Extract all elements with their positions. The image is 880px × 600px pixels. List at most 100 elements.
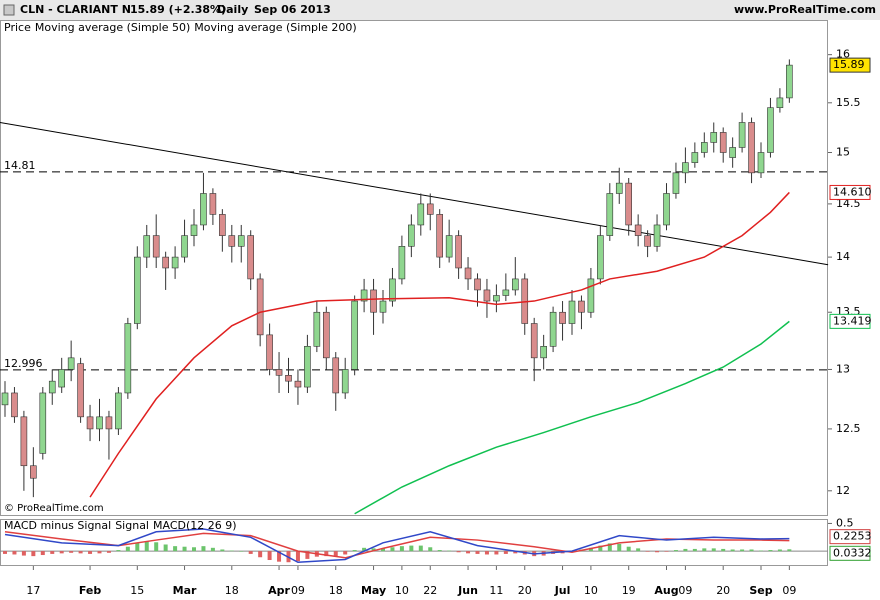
candle-body xyxy=(266,334,273,370)
candle-body xyxy=(67,357,75,370)
candle-body xyxy=(275,369,283,376)
histogram-bar xyxy=(3,551,7,554)
candle-body xyxy=(748,122,755,174)
histogram-value: 0.0332 xyxy=(833,546,872,559)
histogram-bar xyxy=(617,543,622,552)
candle-body xyxy=(738,122,746,148)
candle-body xyxy=(294,380,302,388)
candle-body xyxy=(408,224,415,247)
candle-body xyxy=(559,311,566,324)
candle-body xyxy=(776,97,784,108)
candle-body xyxy=(256,278,264,336)
candle-body xyxy=(786,64,793,99)
ma-value: 14.610 xyxy=(833,185,872,198)
candle-body xyxy=(540,346,547,359)
candle-body xyxy=(587,278,595,313)
candle-body xyxy=(332,357,340,394)
histogram-bar xyxy=(173,546,178,552)
candle-body xyxy=(134,256,141,324)
histogram-bar xyxy=(475,551,480,554)
histogram-bar xyxy=(636,548,641,552)
histogram-bar xyxy=(721,548,726,552)
candle-body xyxy=(77,363,84,418)
candle-body xyxy=(1,392,9,406)
last-price: 15.89 xyxy=(833,58,865,71)
x-tick-label: Sep xyxy=(749,584,772,597)
x-tick-label: Mar xyxy=(173,584,197,597)
candle-body xyxy=(634,224,642,236)
candle-body xyxy=(190,224,198,236)
histogram-bar xyxy=(229,550,234,552)
candle-body xyxy=(426,203,434,215)
candle-body xyxy=(511,278,519,291)
candle-body xyxy=(86,416,94,430)
histogram-bar xyxy=(588,547,593,552)
histogram-bar xyxy=(88,551,93,554)
histogram-value-box xyxy=(829,545,871,561)
histogram-bar xyxy=(116,550,121,552)
candle-body xyxy=(247,235,254,280)
histogram-bar xyxy=(182,546,187,552)
candle-body xyxy=(171,256,179,269)
candle-body xyxy=(20,416,28,467)
candle-body xyxy=(729,147,736,158)
histogram-bar xyxy=(97,551,102,554)
candle-body xyxy=(228,235,236,247)
x-tick-label: 11 xyxy=(489,584,503,597)
candle-body xyxy=(493,295,500,302)
histogram-bar xyxy=(352,550,357,552)
y-tick-label: 13 xyxy=(836,362,850,375)
candle-body xyxy=(597,235,604,280)
x-tick-label: May xyxy=(361,584,386,597)
candle-body xyxy=(370,289,377,313)
legend-entry: Price xyxy=(4,21,31,34)
candle-body xyxy=(143,235,151,258)
histogram-bar xyxy=(220,549,225,552)
histogram-bar xyxy=(768,550,773,552)
histogram-bar xyxy=(135,542,140,552)
candle-body xyxy=(105,416,113,430)
histogram-bar xyxy=(163,544,168,552)
histogram-bar xyxy=(702,548,707,552)
candle-body xyxy=(58,369,66,388)
candle-body xyxy=(285,374,292,382)
candle-body xyxy=(502,289,510,296)
histogram-bar xyxy=(40,551,45,556)
histogram-bar xyxy=(59,551,64,554)
candle-body xyxy=(464,267,472,280)
candle-body xyxy=(162,256,169,269)
x-tick-label: 09 xyxy=(782,584,796,597)
x-tick-label: Apr xyxy=(268,584,290,597)
candle-body xyxy=(483,289,491,302)
macd-value-box xyxy=(829,529,871,545)
candle-body xyxy=(322,311,330,359)
period: Daily xyxy=(217,3,248,16)
histogram-bar xyxy=(210,547,215,552)
x-tick-label: 09 xyxy=(678,584,692,597)
macd-value: 0.2253 xyxy=(833,530,872,543)
histogram-bar xyxy=(409,545,414,552)
histogram-bar xyxy=(106,551,111,553)
candle-body xyxy=(313,311,321,347)
histogram-bar xyxy=(371,548,376,552)
trendline xyxy=(0,121,829,266)
histogram-bar xyxy=(759,550,763,552)
histogram-bar xyxy=(503,551,508,554)
histogram-bar xyxy=(381,548,385,552)
candle-body xyxy=(304,346,311,388)
candle-body xyxy=(625,182,633,226)
header-bar xyxy=(0,0,880,20)
legend-entry: MACD minus Signal xyxy=(4,519,111,532)
candle-body xyxy=(474,278,481,291)
x-tick-label: 19 xyxy=(622,584,636,597)
x-tick-label: Aug xyxy=(654,584,678,597)
histogram-bar xyxy=(484,551,489,555)
candle-body xyxy=(389,278,396,302)
x-tick-label: Feb xyxy=(79,584,102,597)
candle-body xyxy=(615,182,623,194)
legend-entry: Signal xyxy=(115,519,149,532)
histogram-bar xyxy=(456,551,461,553)
y-tick-label: 16 xyxy=(836,48,850,61)
